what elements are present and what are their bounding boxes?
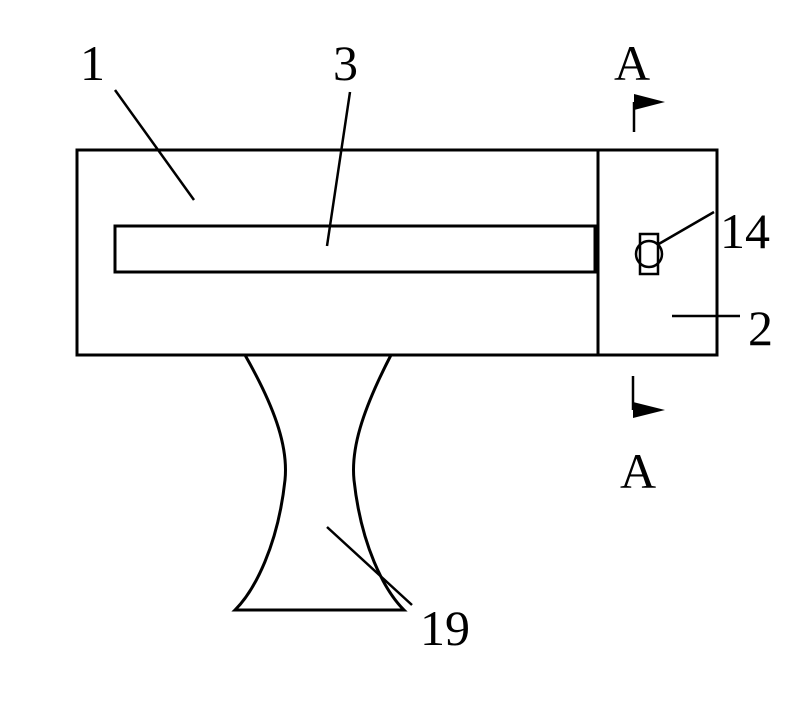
slot bbox=[115, 226, 595, 272]
label-2: 2 bbox=[672, 300, 773, 356]
label-3: 3 bbox=[327, 35, 358, 246]
stand bbox=[235, 355, 404, 610]
label-text-14: 14 bbox=[720, 203, 770, 259]
label-19: 19 bbox=[327, 527, 470, 656]
section-arrow-bottom bbox=[633, 376, 665, 418]
label-1: 1 bbox=[80, 35, 194, 200]
label-text-A-top: A bbox=[614, 35, 650, 91]
main-body bbox=[77, 150, 717, 355]
leader-3 bbox=[327, 92, 350, 246]
latch bbox=[636, 234, 662, 274]
leader-1 bbox=[115, 90, 194, 200]
label-text-2: 2 bbox=[748, 300, 773, 356]
leader-14 bbox=[657, 212, 714, 245]
label-text-3: 3 bbox=[333, 35, 358, 91]
leader-19 bbox=[327, 527, 412, 605]
label-text-A-bottom: A bbox=[620, 443, 656, 499]
label-text-19: 19 bbox=[420, 600, 470, 656]
diagram-canvas: 1 3 A 14 2 A 19 bbox=[0, 0, 800, 716]
section-arrow-top bbox=[634, 94, 665, 132]
label-text-1: 1 bbox=[80, 35, 105, 91]
label-14: 14 bbox=[657, 203, 770, 259]
